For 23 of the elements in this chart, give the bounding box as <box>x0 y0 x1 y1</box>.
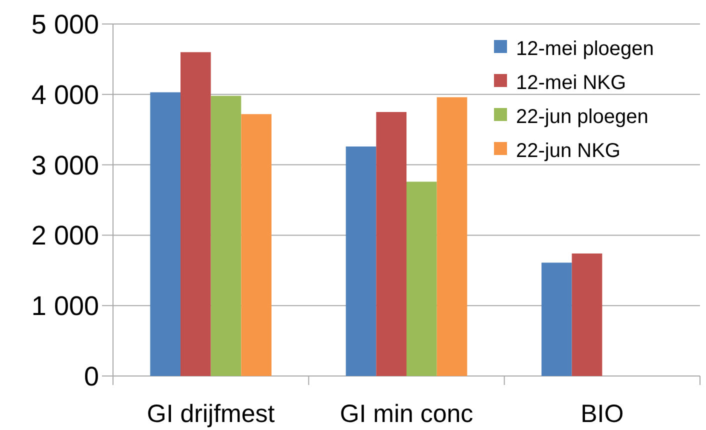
legend-label: 12-mei ploegen <box>516 38 654 60</box>
bar <box>150 92 181 376</box>
bar <box>542 262 572 376</box>
bar <box>241 114 272 376</box>
legend-label: 22-jun ploegen <box>516 106 648 128</box>
bar <box>346 146 376 376</box>
y-tick-label: 2 000 <box>31 220 99 251</box>
bar <box>210 96 242 376</box>
bar <box>180 52 211 376</box>
legend-label: 22-jun NKG <box>516 140 620 162</box>
y-tick-label: 4 000 <box>31 80 99 110</box>
bar <box>376 112 406 376</box>
y-tick-label: 5 000 <box>31 9 99 40</box>
y-tick-label: 1 000 <box>31 291 99 322</box>
y-tick-label: 0 <box>84 361 99 392</box>
x-tick-label: GI min conc <box>340 400 474 428</box>
bar <box>436 97 468 376</box>
bar <box>406 182 437 376</box>
y-tick-label: 3 000 <box>31 150 99 180</box>
bar <box>572 254 602 376</box>
x-tick-label: BIO <box>580 400 624 428</box>
x-tick-label: GI drijfmest <box>146 400 275 428</box>
legend-label: 12-mei NKG <box>516 72 626 94</box>
